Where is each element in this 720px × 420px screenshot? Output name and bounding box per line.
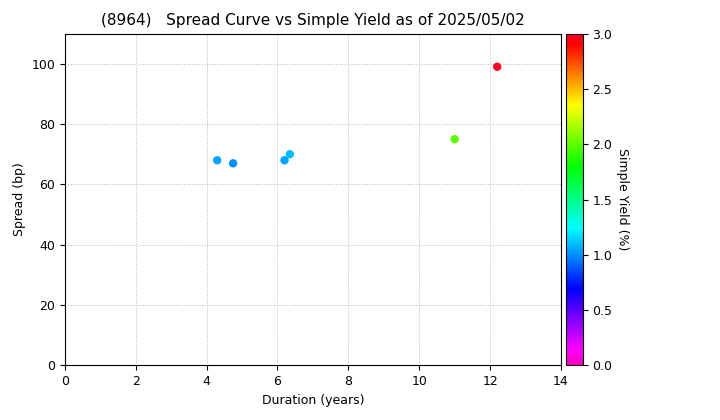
Y-axis label: Spread (bp): Spread (bp) <box>13 163 26 236</box>
X-axis label: Duration (years): Duration (years) <box>261 394 364 407</box>
Y-axis label: Simple Yield (%): Simple Yield (%) <box>616 148 629 251</box>
Point <box>449 136 460 142</box>
Point <box>492 63 503 70</box>
Point <box>279 157 290 164</box>
Title: (8964)   Spread Curve vs Simple Yield as of 2025/05/02: (8964) Spread Curve vs Simple Yield as o… <box>101 13 525 28</box>
Point <box>212 157 223 164</box>
Point <box>284 151 296 158</box>
Point <box>228 160 239 167</box>
